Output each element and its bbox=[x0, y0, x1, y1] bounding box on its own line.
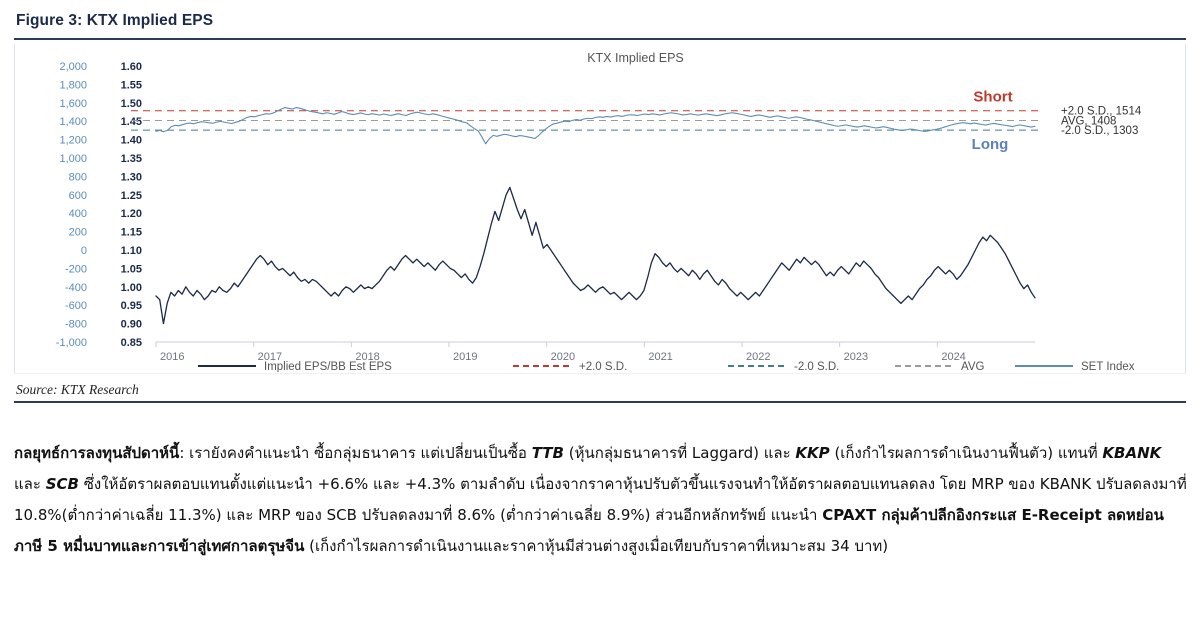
commentary-paragraph: กลยุทธ์การลงทุนสัปดาห์นี้: เรายังคงคำแนะ… bbox=[14, 438, 1190, 562]
ticker-kkp: KKP bbox=[795, 444, 830, 462]
source-divider bbox=[14, 401, 1186, 403]
reference-line-label: AVG, 1408 bbox=[1061, 115, 1116, 127]
right-axis-tick: 1.25 bbox=[121, 190, 142, 202]
ktx-implied-eps-chart: 2,000 1,800 1,600 1,400 1,200 1,000 800 600 400 2… bbox=[56, 51, 1142, 372]
legend-label: +2.0 S.D. bbox=[579, 361, 627, 372]
chart-title: KTX Implied EPS bbox=[587, 51, 684, 65]
recommendation-cpaxt: CPAXT กลุ่มค้าปลีกอิงกระแส E-Receipt ลดห… bbox=[14, 506, 1164, 555]
left-axis-tick: 2,000 bbox=[59, 61, 87, 73]
left-axis-tick: 600 bbox=[69, 190, 87, 202]
right-axis-tick: 1.55 bbox=[121, 79, 142, 91]
zone-label-long: Long bbox=[972, 136, 1009, 153]
paragraph-text-2: (หุ้นกลุ่มธนาคารที่ Laggard) และ bbox=[563, 444, 796, 462]
ticker-kbank: KBANK bbox=[1102, 444, 1162, 462]
right-axis-tick: 1.35 bbox=[121, 153, 142, 165]
x-axis-label: 2022 bbox=[746, 351, 770, 363]
x-axis-label: 2018 bbox=[355, 351, 379, 363]
right-axis-tick: 0.90 bbox=[121, 319, 142, 331]
left-axis-tick: 1,400 bbox=[59, 116, 87, 128]
legend-label: AVG bbox=[961, 361, 984, 372]
right-axis-tick: 1.50 bbox=[121, 98, 142, 110]
chart-panel: 2,000 1,800 1,600 1,400 1,200 1,000 800 600 400 2… bbox=[14, 44, 1186, 374]
reference-line-label: -2.0 S.D., 1303 bbox=[1061, 125, 1138, 137]
x-axis-label: 2021 bbox=[648, 351, 672, 363]
x-axis-label: 2024 bbox=[941, 351, 965, 363]
reference-line-label: +2.0 S.D., 1514 bbox=[1061, 106, 1142, 118]
x-axis-label: 2023 bbox=[844, 351, 868, 363]
source-note: Source: KTX Research bbox=[16, 382, 139, 397]
series-line-implied-eps-bb-est-eps bbox=[155, 186, 1036, 325]
right-axis-tick: 1.60 bbox=[121, 61, 142, 73]
right-axis-tick: 0.95 bbox=[121, 300, 142, 312]
left-axis-tick: -600 bbox=[65, 300, 87, 312]
paragraph-text-1: : เรายังคงคำแนะนำ ซื้อกลุ่มธนาคาร แต่เปล… bbox=[179, 444, 532, 462]
title-divider bbox=[14, 38, 1186, 40]
paragraph-text-3: (เก็งกำไรผลการดำเนินงานฟื้นตัว) แทนที่ bbox=[829, 444, 1103, 462]
left-axis-tick: -1,000 bbox=[56, 337, 87, 349]
left-axis-tick: 400 bbox=[69, 208, 87, 220]
legend-label: -2.0 S.D. bbox=[794, 361, 839, 372]
right-axis-tick: 1.30 bbox=[121, 171, 142, 183]
right-axis-tick: 1.10 bbox=[121, 245, 142, 257]
left-axis-tick: 0 bbox=[81, 245, 87, 257]
figure-title: Figure 3: KTX Implied EPS bbox=[16, 12, 214, 29]
paragraph-text-6: (เก็งกำไรผลการดำเนินงานและราคาหุ้นมีส่วน… bbox=[304, 537, 889, 555]
left-axis-tick: -800 bbox=[65, 319, 87, 331]
left-axis-tick: 200 bbox=[69, 227, 87, 239]
paragraph-text-4: และ bbox=[14, 475, 46, 493]
left-axis-tick: 1,600 bbox=[59, 98, 87, 110]
left-axis-tick: 1,800 bbox=[59, 79, 87, 91]
left-axis-tick: -200 bbox=[65, 263, 87, 275]
legend-label: SET Index bbox=[1081, 361, 1135, 372]
right-axis-tick: 0.85 bbox=[121, 337, 142, 349]
right-axis-tick: 1.15 bbox=[121, 227, 142, 239]
paragraph-text-5: ซึ่งให้อัตราผลตอบแทนตั้งแต่แนะนำ +6.6% แ… bbox=[14, 475, 1187, 524]
right-axis-tick: 1.00 bbox=[121, 282, 142, 294]
left-axis-tick: 1,000 bbox=[59, 153, 87, 165]
right-axis-tick: 1.40 bbox=[121, 135, 142, 147]
zone-label-short: Short bbox=[973, 89, 1012, 106]
left-axis-tick: 800 bbox=[69, 171, 87, 183]
right-axis-tick: 1.05 bbox=[121, 263, 142, 275]
ticker-scb: SCB bbox=[45, 475, 79, 493]
x-axis-label: 2016 bbox=[160, 351, 184, 363]
right-axis-tick: 1.45 bbox=[121, 116, 142, 128]
x-axis-label: 2017 bbox=[258, 351, 282, 363]
series-line-set-index bbox=[155, 107, 1036, 145]
x-axis-label: 2019 bbox=[453, 351, 477, 363]
paragraph-lead: กลยุทธ์การลงทุนสัปดาห์นี้ bbox=[14, 444, 180, 462]
left-axis-tick: 1,200 bbox=[59, 135, 87, 147]
legend-label: Implied EPS/BB Est EPS bbox=[264, 361, 392, 372]
ticker-ttb: TTB bbox=[531, 444, 564, 462]
right-axis-tick: 1.20 bbox=[121, 208, 142, 220]
x-axis-label: 2020 bbox=[551, 351, 575, 363]
left-axis-tick: -400 bbox=[65, 282, 87, 294]
